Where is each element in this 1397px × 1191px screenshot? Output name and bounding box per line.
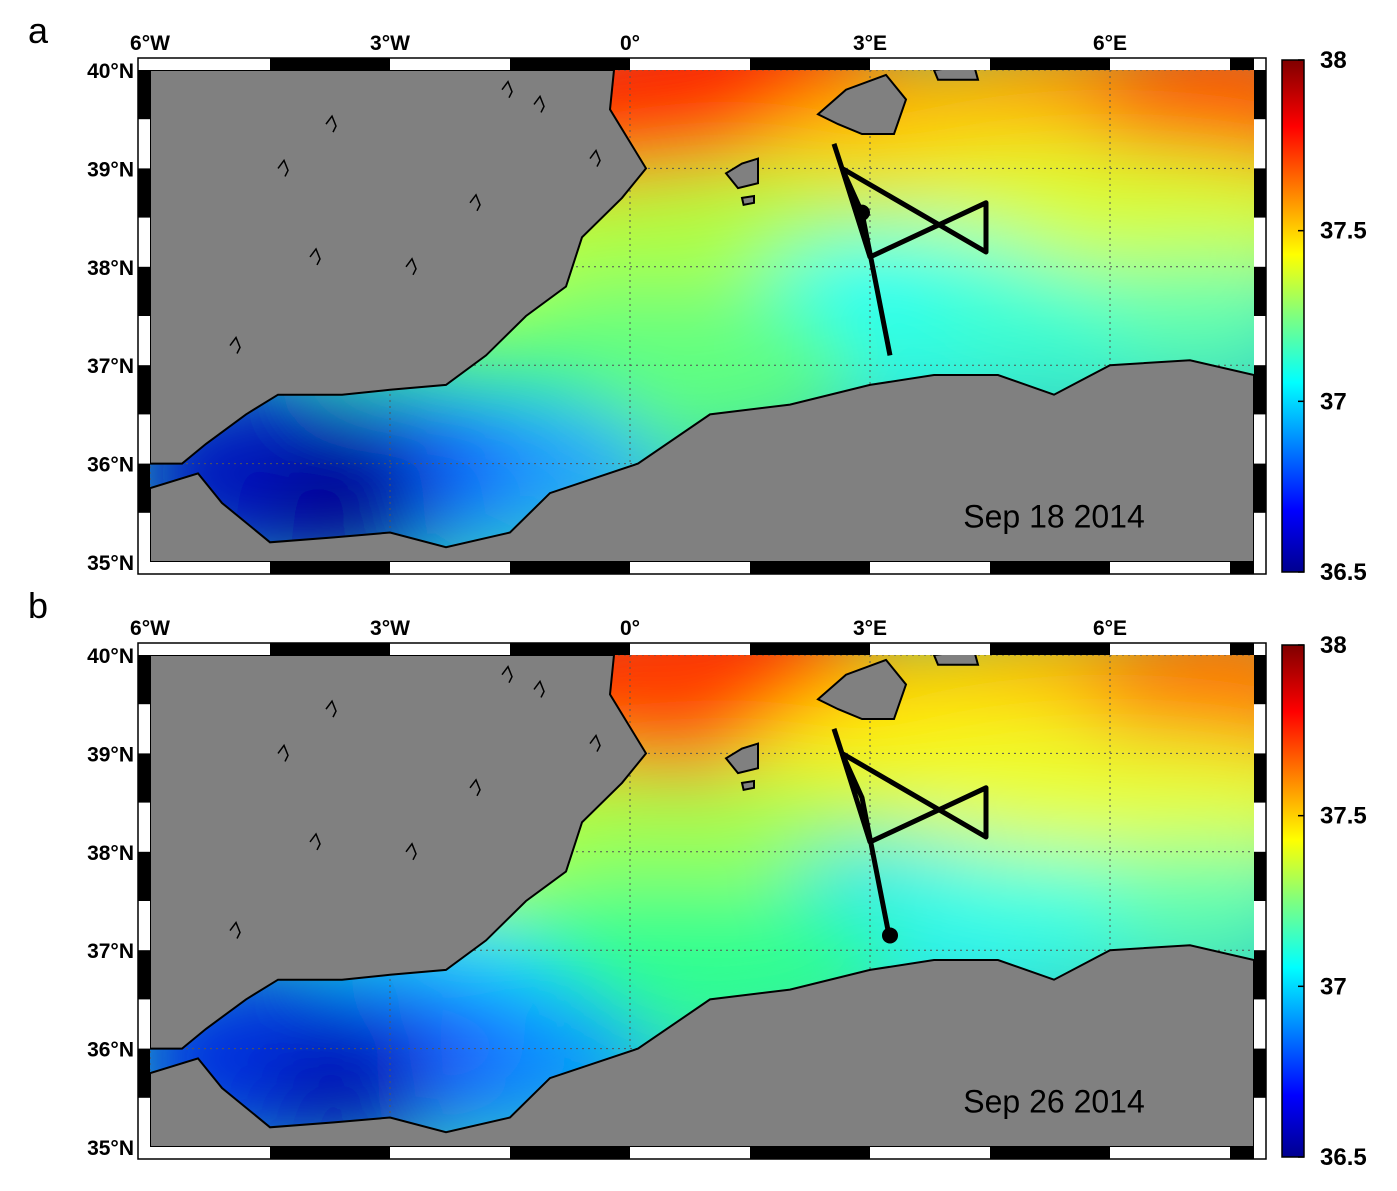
lat-tick-label: 35°N <box>87 552 134 575</box>
lat-tick-label: 36°N <box>87 1039 134 1062</box>
colorbar-tick-label: 37.5 <box>1320 218 1367 245</box>
map-panel-a: a Sep 18 2014 6°W 3°W 0° 3°E 6°E 40°N 39°N 38°N 3… <box>0 0 1397 590</box>
lat-tick-label: 37°N <box>87 355 134 378</box>
lon-tick-label: 3°W <box>370 617 410 640</box>
formentera-island <box>740 194 755 206</box>
colorbar <box>1281 59 1305 573</box>
lon-tick-label: 3°W <box>370 32 410 55</box>
colorbar-tick-label: 37 <box>1320 388 1347 415</box>
salinity-map: Sep 18 2014 6°W 3°W 0° 3°E 6°E 40°N 39°N 38°N 37°… <box>87 32 1367 586</box>
glider-track <box>831 728 989 941</box>
iberia-land <box>150 70 648 465</box>
lat-tick-label: 36°N <box>87 454 134 477</box>
colorbar-tick-label: 36.5 <box>1320 559 1367 586</box>
date-label: Sep 18 2014 <box>963 499 1145 535</box>
menorca-island <box>932 70 980 81</box>
lat-tick-label: 39°N <box>87 158 134 181</box>
mallorca-island <box>816 658 908 720</box>
colorbar <box>1281 644 1305 1158</box>
lon-tick-label: 6°E <box>1093 617 1127 640</box>
colorbar-tick-label: 36.5 <box>1320 1144 1367 1171</box>
lat-tick-label: 38°N <box>87 842 134 865</box>
lon-tick-label: 6°W <box>130 617 170 640</box>
panel-letter: a <box>28 10 49 51</box>
lon-tick-label: 3°E <box>853 617 887 640</box>
lat-tick-label: 39°N <box>87 743 134 766</box>
lat-tick-label: 40°N <box>87 645 134 668</box>
africa-land <box>150 359 1254 562</box>
salinity-map: Sep 26 2014 6°W 3°W 0° 3°E 6°E 40°N 39°N 38°N 37°… <box>87 617 1367 1171</box>
map-content <box>150 70 1254 562</box>
map-panel-b: b Sep 26 2014 6°W 3°W 0° 3°E 6°E 40°N 39°N 38°N 3… <box>0 585 1397 1185</box>
colorbar-tick-label: 37.5 <box>1320 803 1367 830</box>
lon-tick-label: 6°E <box>1093 32 1127 55</box>
colorbar-tick-label: 37 <box>1320 973 1347 1000</box>
land-masses <box>150 655 1254 1147</box>
mallorca-island <box>816 73 908 135</box>
map-frame-group: Sep 26 2014 6°W 3°W 0° 3°E 6°E 40°N 39°N 38°N 37°… <box>87 617 1367 1171</box>
salinity-field <box>150 70 1254 562</box>
land-masses <box>150 70 1254 562</box>
lon-tick-label: 3°E <box>853 32 887 55</box>
map-frame-group: Sep 18 2014 6°W 3°W 0° 3°E 6°E 40°N 39°N 38°N 37°… <box>87 32 1367 586</box>
lon-tick-label: 6°W <box>130 32 170 55</box>
lon-tick-label: 0° <box>620 32 640 55</box>
glider-position-marker <box>882 927 898 944</box>
lat-tick-label: 37°N <box>87 940 134 963</box>
africa-land <box>150 944 1254 1147</box>
lon-tick-label: 0° <box>620 617 640 640</box>
lat-tick-label: 35°N <box>87 1137 134 1160</box>
date-label: Sep 26 2014 <box>963 1084 1145 1120</box>
frame-stripes <box>138 58 1266 574</box>
lat-tick-label: 38°N <box>87 257 134 280</box>
glider-track <box>831 143 989 356</box>
glider-position-marker <box>854 204 870 221</box>
lat-tick-label: 40°N <box>87 60 134 83</box>
colorbar-tick-label: 38 <box>1320 47 1347 74</box>
menorca-island <box>932 655 980 666</box>
colorbar-tick-label: 38 <box>1320 632 1347 659</box>
iberia-land <box>150 655 648 1050</box>
ibiza-island <box>724 157 759 190</box>
formentera-island <box>740 779 755 791</box>
panel-letter: b <box>28 585 49 626</box>
map-content <box>150 655 1254 1147</box>
frame-stripes <box>138 643 1266 1159</box>
ibiza-island <box>724 742 759 775</box>
